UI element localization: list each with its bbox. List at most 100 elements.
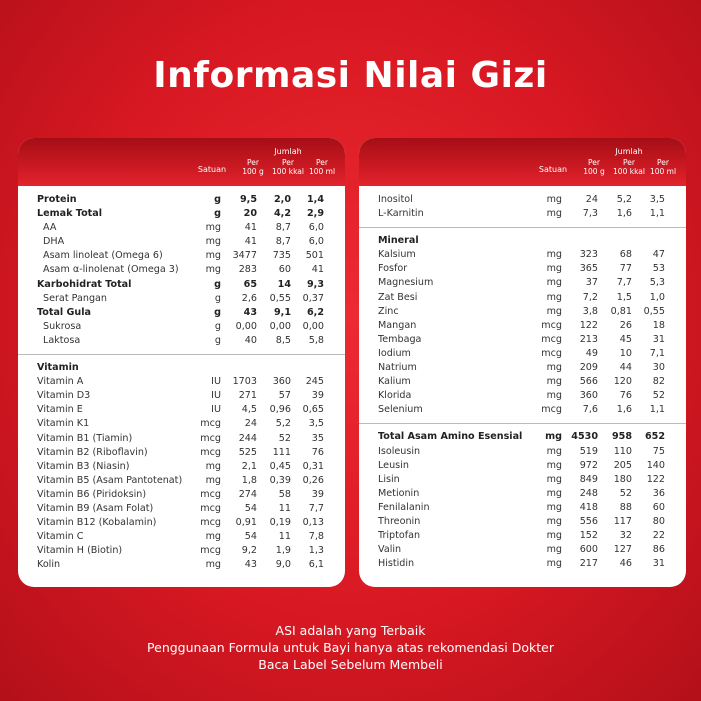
cell: 22 [652,530,665,542]
cell: 972 [579,459,598,471]
header-col: Per 100 ml [302,158,342,176]
nutrient-name: Laktosa [43,334,81,346]
nutrient-name: AA [43,222,57,234]
table-row: Fosfor mg 365 77 53 [378,262,665,276]
header-group: Jumlah [615,147,643,156]
cell: mcg [541,333,562,345]
cell: 652 [644,431,665,443]
nutrient-name: Leusin [378,459,409,471]
nutrient-name: Vitamin B5 (Asam Pantotenat) [37,474,183,486]
cell: mg [546,473,562,485]
cell: mg [546,376,562,388]
nutrient-name: Valin [378,544,402,556]
cell: 11 [278,502,291,514]
cell: 60 [278,264,291,276]
cell: 9,3 [307,278,324,290]
cell: 566 [579,376,598,388]
header-col: Per 100 g [574,158,614,176]
table-row: Serat Pangan g 2,6 0,55 0,37 [37,292,324,306]
nutrient-name: Histidin [378,558,415,570]
table-row: Total Gula g 43 9,1 6,2 [37,306,324,320]
cell: mg [205,531,221,543]
cell: 54 [244,531,257,543]
cell: 0,96 [269,404,291,416]
cell: 14 [277,278,291,290]
header-col-line: Per [282,158,294,167]
cell: 1,0 [649,291,665,303]
cell: 501 [305,250,324,262]
cell: 36 [652,487,665,499]
nutrient-name: Serat Pangan [43,292,107,304]
table-row: Lemak Total g 20 4,2 2,9 [37,207,324,221]
table-row: Vitamin B2 (Riboflavin) mcg 525 111 76 [37,446,324,460]
cell: 3,5 [649,194,665,205]
cell: 958 [611,431,632,443]
cell: 2,0 [274,194,291,205]
nutrient-name: Vitamin K1 [37,418,90,430]
footer-line: Baca Label Sebelum Membeli [258,657,443,672]
table-row: Zinc mg 3,8 0,81 0,55 [378,305,665,319]
header-unit: Satuan [197,165,227,174]
header-col-line: 100 ml [649,167,677,176]
nutrient-name: Zat Besi [378,291,418,303]
nutrient-name: Magnesium [378,277,434,289]
nutrient-name: Isoleusin [378,445,421,457]
cell: 0,00 [269,320,291,332]
cell: 0,19 [269,517,291,529]
nutrient-name: Zinc [378,305,399,317]
cell: 77 [619,263,632,275]
table-row: Iodium mcg 49 10 7,1 [378,347,665,361]
cell: 40 [244,334,257,346]
separator [18,354,345,356]
cell: 1703 [232,376,257,388]
cell: mg [546,249,562,261]
nutrient-name: Inositol [378,194,413,205]
cell: mg [205,460,221,472]
table-row: Threonin mg 556 117 80 [378,515,665,529]
table-body: Protein g 9,5 2,0 1,4 Lemak Total g 20 4,2 2,9 AA m… [18,186,345,572]
cell: 244 [238,432,257,444]
table-row: Karbohidrat Total g 65 14 9,3 [37,278,324,292]
cell: 88 [619,501,632,513]
nutrient-name: Selenium [378,404,423,416]
cell: mg [546,544,562,556]
table-row: Kolin mg 43 9,0 6,1 [37,558,324,572]
cell: 31 [652,333,665,345]
panel: Jumlah Satuan Per 100 g Per 100 kkal Per 100 ml… [359,138,686,587]
header-unit: Satuan [538,165,568,174]
cell: 209 [579,362,598,374]
cell: 274 [238,488,257,500]
cell: 110 [613,445,632,457]
cell: 6,0 [308,236,324,248]
header-col-line: 100 kkal [272,167,304,176]
cell: mg [546,459,562,471]
cell: 46 [619,558,632,570]
cell: 213 [579,333,598,345]
nutrient-name: Lemak Total [37,208,103,220]
table-row: Inositol mg 24 5,2 3,5 [378,193,665,207]
table-row: Vitamin A IU 1703 360 245 [37,375,324,389]
table-row: AA mg 41 8,7 6,0 [37,221,324,235]
cell: mg [546,515,562,527]
cell: 2,9 [307,208,324,220]
table-row: Vitamin H (Biotin) mcg 9,2 1,9 1,3 [37,544,324,558]
cell: 57 [278,390,291,402]
table-row: DHA mg 41 8,7 6,0 [37,235,324,249]
nutrient-name: Vitamin E [37,404,83,416]
nutrient-name: Asam linoleat (Omega 6) [43,250,163,262]
cell: 735 [272,250,291,262]
nutrient-name: Vitamin B6 (Piridoksin) [37,488,147,500]
nutrient-name: Asam α-linolenat (Omega 3) [43,264,179,276]
table-row: Lisin mg 849 180 122 [378,473,665,487]
cell: 0,00 [302,320,324,332]
cell: 37 [585,277,598,289]
table-row: Mangan mcg 122 26 18 [378,319,665,333]
table-row: Valin mg 600 127 86 [378,543,665,557]
cell: 6,1 [308,559,324,571]
cell: mg [546,291,562,303]
cell: 30 [652,362,665,374]
cell: mg [205,264,221,276]
cell: 217 [579,558,598,570]
cell: IU [211,390,221,402]
cell: 31 [652,558,665,570]
